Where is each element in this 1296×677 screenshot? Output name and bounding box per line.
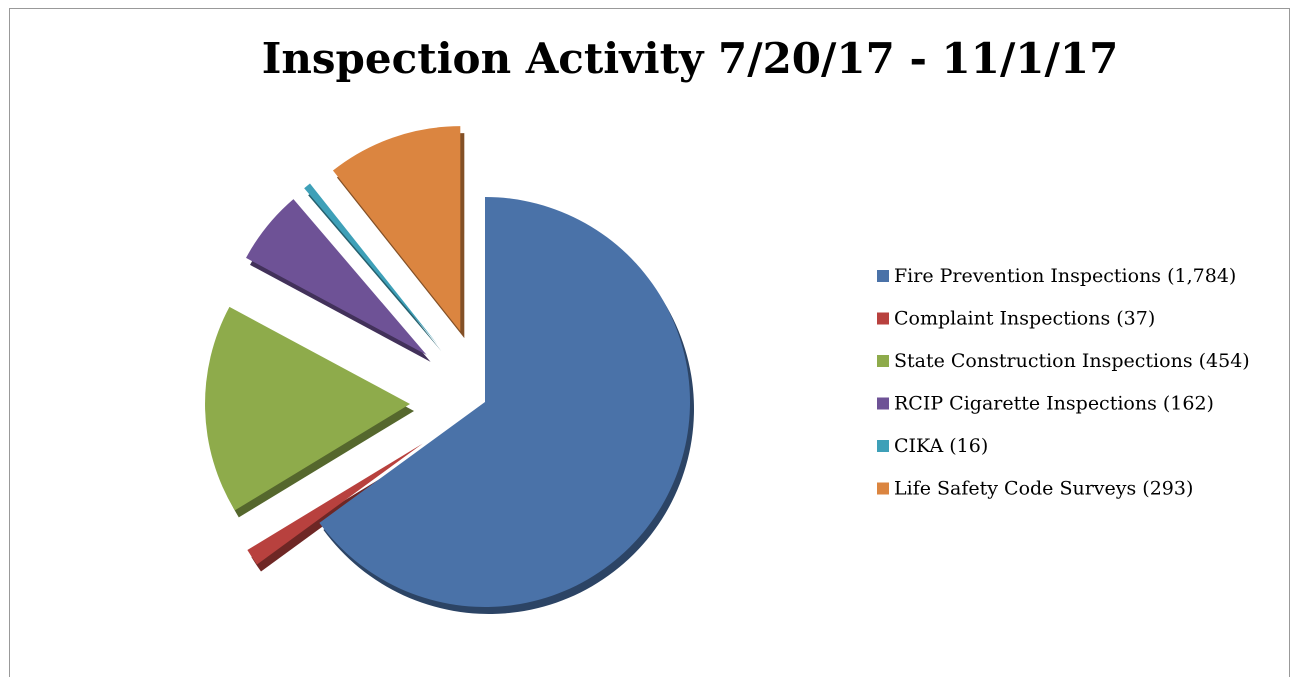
legend-label: RCIP Cigarette Inspections (162) <box>894 393 1214 415</box>
legend-swatch <box>877 312 889 325</box>
slice <box>319 197 691 607</box>
legend-label: State Construction Inspections (454) <box>894 350 1250 372</box>
legend-swatch <box>877 355 889 367</box>
legend-swatch <box>877 482 889 495</box>
slice <box>246 199 427 355</box>
slice <box>332 126 461 332</box>
legend-swatch <box>877 397 889 410</box>
legend-swatch <box>877 440 889 452</box>
chart-title: Inspection Activity 7/20/17 - 11/1/17 <box>262 34 1119 83</box>
legend-label: CIKA (16) <box>894 435 988 457</box>
legend-label: Complaint Inspections (37) <box>894 308 1155 330</box>
slice <box>247 443 423 565</box>
legend-swatch <box>877 270 889 282</box>
legend-label: Life Safety Code Surveys (293) <box>894 478 1193 500</box>
slice <box>304 183 438 345</box>
chart-frame <box>9 8 1290 677</box>
slice <box>205 306 411 511</box>
legend-label: Fire Prevention Inspections (1,784) <box>894 265 1236 287</box>
